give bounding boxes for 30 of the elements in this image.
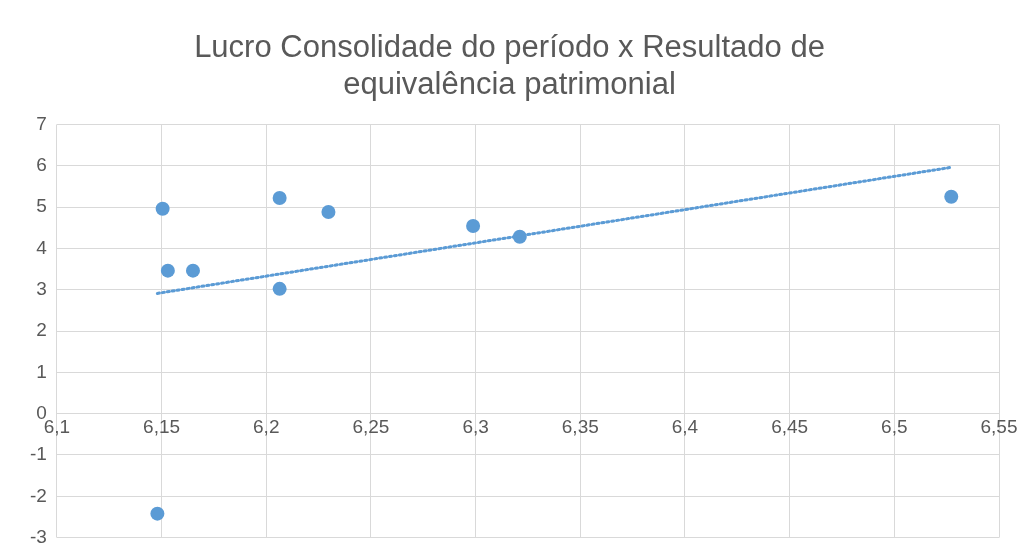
point — [185, 263, 200, 278]
point — [155, 201, 170, 216]
x-tick-label: 6,2 — [253, 416, 280, 438]
point — [466, 219, 481, 234]
y-tick-label: 1 — [36, 360, 47, 382]
x-tick-label: 6,55 — [980, 416, 1018, 438]
x-tick-label: 6,4 — [671, 416, 699, 438]
point — [160, 263, 175, 278]
y-tick-label: 4 — [36, 236, 48, 258]
x-tick-label: 6,45 — [771, 416, 809, 438]
y-tick-label: 5 — [36, 195, 47, 217]
y-tick-label: -2 — [29, 484, 47, 506]
y-tick-label: -1 — [29, 443, 47, 465]
x-tick-label: 6,25 — [352, 416, 390, 438]
y-tick-label: 7 — [36, 112, 47, 134]
x-tick-label: 6,5 — [881, 416, 908, 438]
x-tick-label: 6,35 — [561, 416, 599, 438]
y-tick-label: -3 — [29, 525, 47, 547]
point — [272, 190, 287, 205]
text: Lucro Consolidade do período x Resultado de — [194, 29, 825, 65]
x-tick-label: 6,3 — [462, 416, 489, 438]
point — [321, 205, 336, 219]
y-tick-label: 3 — [36, 277, 47, 299]
y-tick-label: 2 — [36, 319, 47, 341]
y-tick-label: 6 — [36, 153, 47, 175]
point — [944, 189, 959, 204]
text: equivalência patrimonial — [343, 66, 676, 102]
x-tick-label: 6,15 — [143, 416, 181, 438]
point — [150, 506, 165, 521]
point — [272, 281, 287, 296]
